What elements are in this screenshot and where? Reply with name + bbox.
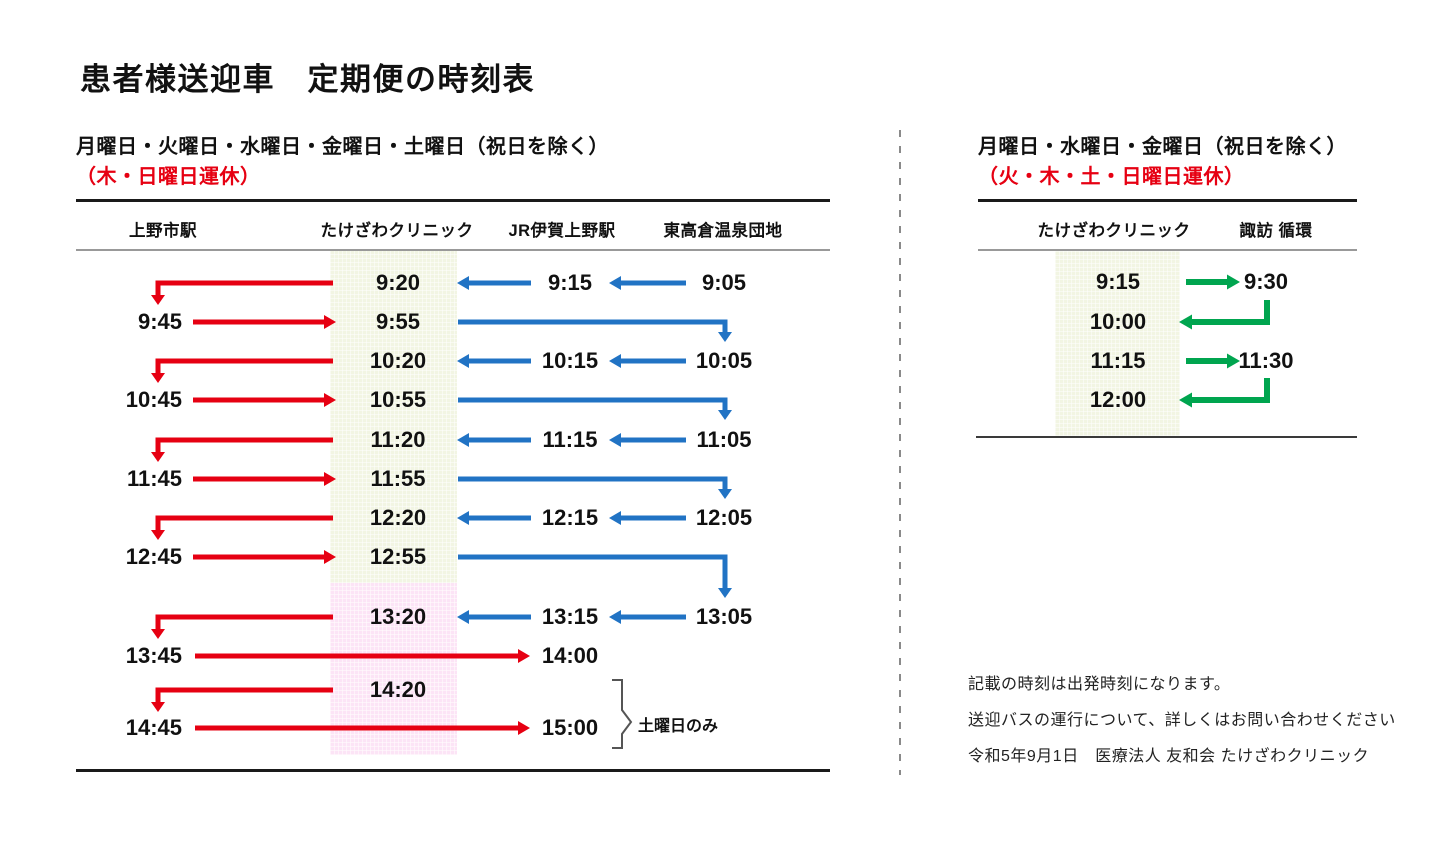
red-return-arrow xyxy=(155,280,333,296)
red-return-arrow xyxy=(155,437,333,453)
footer-note-issuer: 令和5年9月1日 医療法人 友和会 たけざわクリニック xyxy=(968,748,1370,765)
column-header-jr-igaueno-station: JR伊賀上野駅 xyxy=(508,222,616,240)
time-label: 10:55 xyxy=(369,387,427,412)
clinic-column-highlight-morning xyxy=(330,251,457,583)
time-label: 12:45 xyxy=(125,544,182,569)
blue-inbound-arrowhead xyxy=(457,354,469,368)
left-closed-days: （木・日曜日運休） xyxy=(76,166,261,188)
blue-inbound-arrowhead xyxy=(609,511,621,525)
time-label: 10:20 xyxy=(369,348,427,373)
time-label: 10:00 xyxy=(1089,309,1147,334)
blue-inbound-arrowhead xyxy=(609,610,621,624)
blue-outbound-arrowhead xyxy=(718,410,732,420)
green-return-elbow-arrow xyxy=(1191,300,1270,325)
red-return-arrowhead xyxy=(151,702,165,712)
time-label: 9:30 xyxy=(1243,269,1289,294)
footer-note-contact: 送迎バスの運行について、詳しくはお問い合わせください xyxy=(968,712,1396,729)
column-header-suwa-loop: 諏訪 循環 xyxy=(1239,222,1313,240)
time-label: 13:20 xyxy=(369,604,427,629)
left-table-top-rule xyxy=(76,199,830,202)
right-closed-days: （火・木・土・日曜日運休） xyxy=(978,166,1245,188)
time-label: 9:15 xyxy=(547,270,593,295)
blue-inbound-arrowhead xyxy=(457,511,469,525)
time-label: 11:45 xyxy=(126,466,182,491)
time-label: 12:20 xyxy=(369,505,427,530)
time-label: 12:00 xyxy=(1089,387,1147,412)
time-label: 10:15 xyxy=(541,348,599,373)
section-divider xyxy=(899,130,901,775)
green-return-arrowhead xyxy=(1179,392,1192,408)
right-table-bottom-rule xyxy=(976,436,1357,438)
time-label: 9:15 xyxy=(1095,269,1141,294)
blue-outbound-elbow-arrow xyxy=(458,554,728,589)
green-outbound-arrowhead xyxy=(1227,274,1240,290)
blue-inbound-arrowhead xyxy=(609,433,621,447)
time-label: 12:05 xyxy=(695,505,753,530)
column-header-takezawa-clinic: たけざわクリニック xyxy=(320,222,474,240)
red-return-arrowhead xyxy=(151,452,165,462)
red-return-arrow xyxy=(155,614,333,630)
blue-outbound-arrowhead xyxy=(718,588,732,598)
column-header-higashitakakura: 東高倉温泉団地 xyxy=(663,222,783,240)
left-table-header-rule xyxy=(76,249,830,251)
time-label: 11:15 xyxy=(1090,348,1146,373)
time-label: 9:55 xyxy=(375,309,421,334)
time-label: 9:05 xyxy=(701,270,747,295)
saturday-only-note: 土曜日のみ xyxy=(638,718,719,735)
blue-outbound-elbow-arrow xyxy=(458,319,728,333)
blue-outbound-arrowhead xyxy=(718,489,732,499)
time-label: 13:45 xyxy=(125,643,182,668)
right-table-top-rule xyxy=(978,199,1357,202)
time-label: 10:05 xyxy=(695,348,753,373)
column-header-ueno-station: 上野市駅 xyxy=(129,222,197,240)
time-label: 13:15 xyxy=(541,604,599,629)
clinic-column-highlight-right xyxy=(1055,251,1180,436)
time-label: 14:00 xyxy=(541,643,599,668)
page-title: 患者様送迎車 定期便の時刻表 xyxy=(80,62,535,97)
blue-inbound-arrowhead xyxy=(609,276,621,290)
right-service-days: 月曜日・水曜日・金曜日（祝日を除く） xyxy=(978,136,1347,158)
blue-outbound-elbow-arrow xyxy=(458,397,728,411)
right-table-header-rule xyxy=(978,249,1357,251)
time-label: 11:20 xyxy=(370,427,426,452)
footer-note-departure: 記載の時刻は出発時刻になります。 xyxy=(968,676,1231,693)
time-label: 15:00 xyxy=(541,715,599,740)
red-return-arrowhead xyxy=(151,530,165,540)
time-label: 12:15 xyxy=(541,505,599,530)
red-return-arrow xyxy=(155,515,333,531)
red-return-arrow xyxy=(155,358,333,374)
time-label: 13:05 xyxy=(695,604,753,629)
saturday-only-bracket xyxy=(612,679,633,749)
time-label: 14:45 xyxy=(125,715,182,740)
blue-inbound-arrowhead xyxy=(457,433,469,447)
blue-outbound-elbow-arrow xyxy=(458,476,728,490)
time-label: 14:20 xyxy=(369,677,427,702)
time-label: 10:45 xyxy=(125,387,182,412)
time-label: 9:45 xyxy=(137,309,182,334)
time-label: 9:20 xyxy=(375,270,421,295)
blue-inbound-arrowhead xyxy=(457,276,469,290)
time-label: 11:15 xyxy=(542,427,598,452)
time-label: 11:30 xyxy=(1238,348,1294,373)
red-return-arrowhead xyxy=(151,373,165,383)
green-return-elbow-arrow xyxy=(1191,378,1270,403)
green-return-arrowhead xyxy=(1179,314,1192,330)
time-label: 12:55 xyxy=(369,544,427,569)
left-table-bottom-rule xyxy=(76,769,830,772)
time-label: 11:05 xyxy=(696,427,752,452)
red-outbound-long-arrow-head xyxy=(518,649,530,663)
blue-inbound-arrowhead xyxy=(609,354,621,368)
left-service-days: 月曜日・火曜日・水曜日・金曜日・土曜日（祝日を除く） xyxy=(76,136,609,158)
column-header-takezawa-clinic-right: たけざわクリニック xyxy=(1037,222,1191,240)
red-return-arrowhead xyxy=(151,295,165,305)
red-return-arrowhead xyxy=(151,629,165,639)
blue-outbound-arrowhead xyxy=(718,332,732,342)
red-outbound-long-arrow-head xyxy=(518,721,530,735)
time-label: 11:55 xyxy=(370,466,426,491)
blue-inbound-arrowhead xyxy=(457,610,469,624)
red-return-arrow xyxy=(155,687,333,703)
